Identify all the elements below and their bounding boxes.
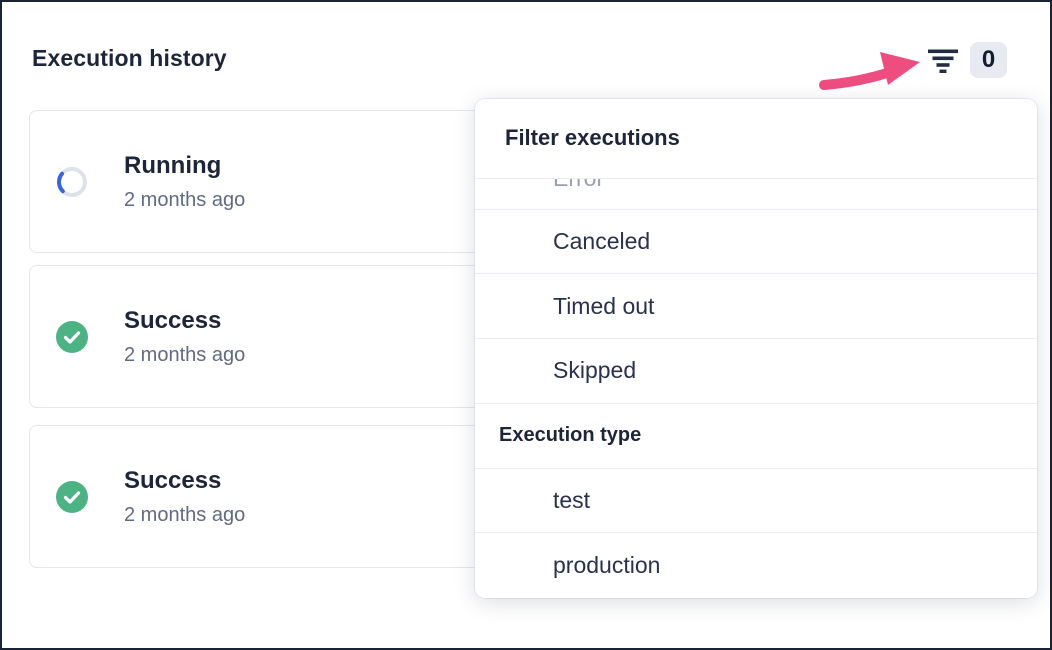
execution-status: Running <box>124 151 222 179</box>
filter-count-badge[interactable]: 0 <box>970 42 1007 78</box>
annotation-arrow-icon <box>819 52 920 90</box>
success-check-icon <box>56 480 88 513</box>
spinner-icon <box>56 166 88 198</box>
execution-timestamp: 2 months ago <box>124 503 246 526</box>
filter-option-error[interactable]: Error <box>475 179 1037 210</box>
success-check-icon <box>56 320 88 353</box>
filter-option-timed-out[interactable]: Timed out <box>475 274 1037 340</box>
filter-option-skipped[interactable]: Skipped <box>475 339 1037 404</box>
filter-option-production[interactable]: production <box>475 533 1037 598</box>
filter-option-test[interactable]: test <box>475 468 1037 534</box>
filter-option-label: Error <box>553 179 604 192</box>
execution-status: Success <box>124 466 222 494</box>
filter-funnel-icon <box>927 46 959 77</box>
execution-status: Success <box>124 306 222 334</box>
filter-option-canceled[interactable]: Canceled <box>475 209 1037 275</box>
execution-timestamp: 2 months ago <box>124 343 246 366</box>
filter-executions-button[interactable] <box>924 44 962 78</box>
execution-type-section-header: Execution type <box>475 404 1037 469</box>
filter-executions-dropdown: Filter executions Error Canceled Timed o… <box>475 99 1037 598</box>
page-title: Execution history <box>32 45 227 71</box>
dropdown-title: Filter executions <box>475 99 1037 179</box>
execution-timestamp: 2 months ago <box>124 188 246 211</box>
